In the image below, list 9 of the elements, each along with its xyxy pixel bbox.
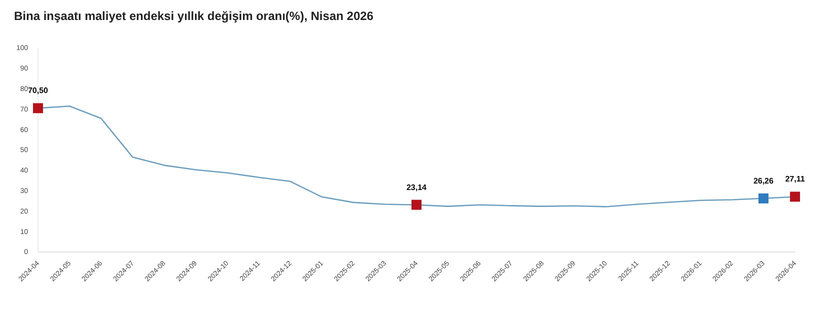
chart-title: Bina inşaatı maliyet endeksi yıllık değişim oranı(%), Nisan 2026 bbox=[14, 9, 374, 23]
point bbox=[790, 192, 800, 202]
data-label: 23,14 bbox=[406, 182, 428, 192]
data-label: 27,11 bbox=[785, 174, 806, 184]
point bbox=[33, 103, 43, 114]
point bbox=[758, 193, 768, 204]
data-label: 70,50 bbox=[28, 86, 49, 96]
data-label: 26,26 bbox=[753, 176, 774, 186]
point bbox=[412, 200, 422, 210]
